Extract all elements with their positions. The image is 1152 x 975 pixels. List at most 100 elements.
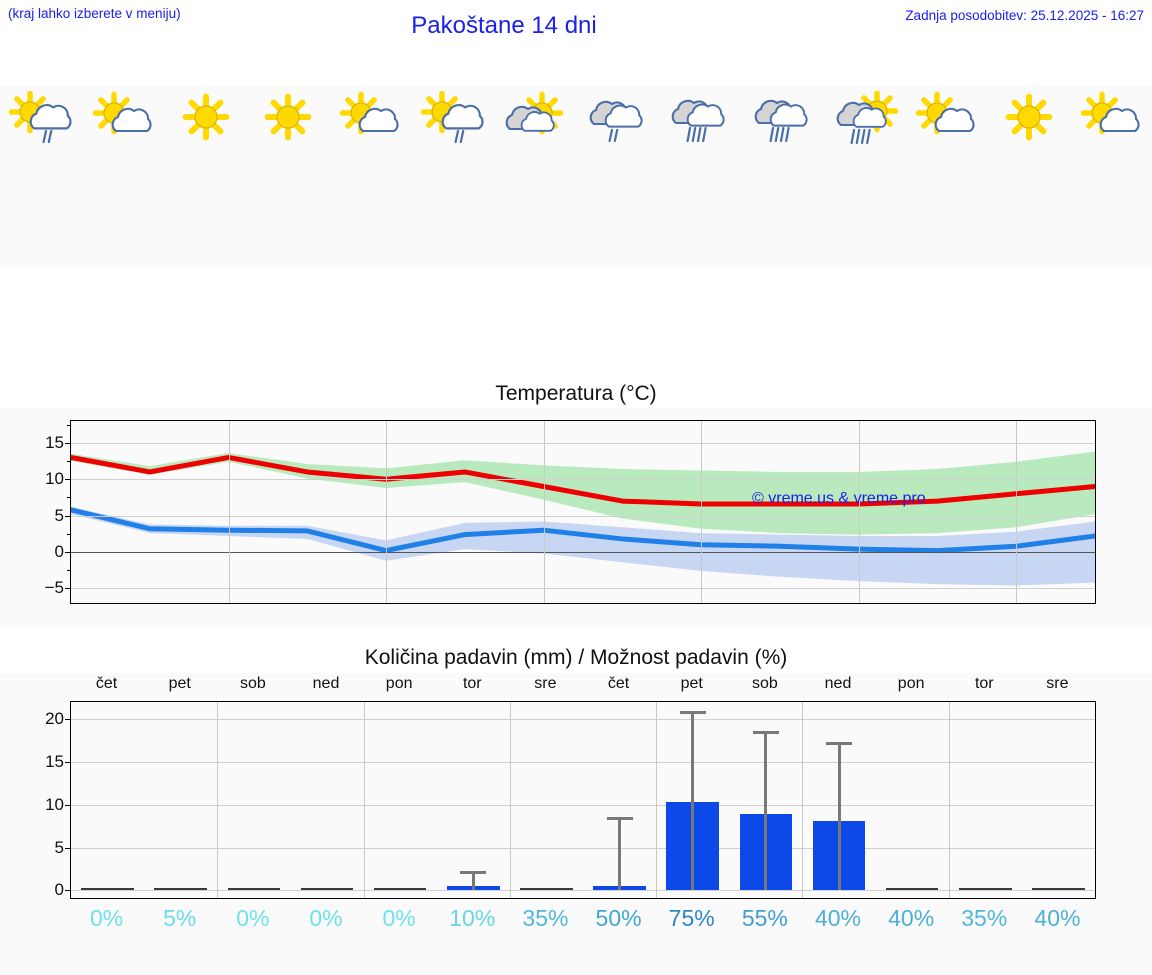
sun-cloud-icon: [333, 91, 407, 145]
cloud-rain-icon: [745, 91, 819, 145]
day-column[interactable]: [658, 86, 740, 268]
day-column[interactable]: [247, 86, 329, 268]
precipitation-error-bar: [764, 731, 768, 891]
precipitation-y-tick-mark: [65, 847, 71, 849]
day-column[interactable]: [329, 86, 411, 268]
day-column[interactable]: [165, 86, 247, 268]
precipitation-day-label: ned: [312, 675, 340, 692]
sun-cloud-rain-heavy-icon: [827, 89, 901, 145]
precipitation-probability-label: 40%: [888, 905, 935, 931]
sun-icon: [992, 91, 1066, 145]
precipitation-bar[interactable]: [81, 888, 134, 891]
precipitation-plot-area: 20 15 10 5 0: [45, 701, 1096, 899]
precipitation-bar[interactable]: [300, 888, 354, 891]
temperature-vertical-gridline: [701, 421, 703, 603]
precipitation-bar[interactable]: [227, 888, 281, 891]
precipitation-vertical-gridline: [363, 702, 365, 898]
precipitation-probability-label: 40%: [814, 905, 862, 931]
precipitation-error-bar-cap: [826, 742, 852, 746]
day-column[interactable]: [1070, 86, 1152, 268]
temperature-y-tick-label: 5: [54, 505, 64, 525]
temperature-y-minor-tick: [67, 497, 71, 499]
precipitation-error-bar: [471, 871, 475, 891]
precipitation-bar[interactable]: [154, 888, 208, 891]
day-column[interactable]: [741, 86, 823, 268]
precipitation-bar[interactable]: [1032, 888, 1085, 891]
last-updated-text: Zadnja posodobitev: 25.12.2025 - 16:27: [905, 8, 1144, 23]
temperature-chart-panel: Temperatura (°C) 15 10 5 0 −5 © vreme.us & v…: [0, 380, 1152, 628]
precipitation-probability-label: 55%: [741, 905, 788, 931]
precipitation-day-label: pon: [897, 675, 925, 692]
precipitation-bar[interactable]: [885, 888, 939, 891]
temperature-gridline: [71, 515, 1095, 517]
precipitation-error-bar-cap: [460, 871, 487, 875]
precipitation-day-label: čet: [95, 675, 118, 692]
temperature-gridline: [71, 552, 1095, 554]
sun-cloud-icon: [909, 91, 983, 145]
day-column[interactable]: [411, 86, 493, 268]
temperature-y-tick-label: 10: [45, 469, 64, 489]
precipitation-vertical-gridline: [802, 702, 804, 898]
temperature-vertical-gridline: [543, 421, 545, 603]
precipitation-day-label: čet: [607, 675, 630, 692]
precipitation-probability-row: 0% 5% 0% 0% 0% 10% 35% 50% 75% 55% 40% 40% 35% 40%: [0, 898, 1152, 932]
page-header: (kraj lahko izberete v meniju) Pakoštane…: [0, 0, 1152, 78]
day-column[interactable]: [987, 86, 1069, 268]
temperature-gridline: [71, 479, 1095, 481]
cloud-rain-light-icon: [580, 91, 654, 145]
precipitation-bar[interactable]: [958, 888, 1012, 891]
precipitation-gridline: [71, 804, 1095, 806]
precipitation-vertical-gridline: [509, 702, 511, 898]
precipitation-y-tick-mark: [65, 804, 71, 806]
day-column[interactable]: [823, 86, 905, 268]
precipitation-gridline: [71, 890, 1095, 892]
precipitation-error-bar-cap: [679, 711, 706, 715]
temperature-vertical-gridline: [858, 421, 860, 603]
precipitation-vertical-gridline: [948, 702, 950, 898]
precipitation-probability-label: 10%: [449, 905, 496, 931]
temperature-series-svg: [71, 451, 1095, 586]
precipitation-day-label: sob: [239, 675, 266, 692]
temperature-vertical-gridline: [386, 421, 388, 603]
precipitation-chart-panel: Količina padavin (mm) / Možnost padavin …: [0, 643, 1152, 975]
day-column[interactable]: [494, 86, 576, 268]
precipitation-error-bar-cap: [606, 816, 633, 820]
cloud-sun-icon: [498, 91, 572, 145]
temperature-y-minor-tick: [67, 461, 71, 463]
sun-cloud-icon: [1074, 91, 1148, 145]
precipitation-error-bar-cap: [752, 731, 779, 735]
precipitation-day-label: pet: [680, 675, 703, 692]
precipitation-error-bar: [837, 742, 841, 891]
temperature-y-minor-tick: [67, 533, 71, 535]
precipitation-gridline: [71, 847, 1095, 849]
precipitation-y-tick-mark: [65, 890, 71, 892]
precipitation-gridline: [71, 761, 1095, 763]
precipitation-y-tick-label: 10: [45, 794, 64, 814]
temperature-chart-title: Temperatura (°C): [0, 380, 1152, 408]
temperature-plot-area: 15 10 5 0 −5: [45, 420, 1096, 604]
day-column[interactable]: [82, 86, 164, 268]
temperature-y-tick-label: 0: [54, 542, 64, 562]
temperature-y-tick-mark: [65, 515, 71, 517]
day-column[interactable]: [0, 86, 82, 268]
precipitation-probability-label: 0%: [309, 905, 343, 931]
temperature-y-tick-mark: [65, 588, 71, 590]
day-column[interactable]: [576, 86, 658, 268]
precipitation-y-tick-label: 5: [54, 837, 64, 857]
day-column[interactable]: [905, 86, 987, 268]
sun-icon: [251, 91, 325, 145]
precipitation-day-label: pon: [385, 675, 413, 692]
temperature-vertical-gridline: [1016, 421, 1018, 603]
precipitation-bar[interactable]: [373, 888, 427, 891]
precipitation-error-bar: [618, 816, 622, 891]
precipitation-probability-label: 0%: [236, 905, 270, 931]
temperature-y-tick-mark: [65, 479, 71, 481]
temperature-vertical-gridline: [228, 421, 230, 603]
daily-forecast-strip: [0, 86, 1152, 268]
precipitation-bar[interactable]: [520, 888, 573, 891]
precipitation-y-tick-mark: [65, 719, 71, 721]
precipitation-day-label: sob: [751, 675, 778, 692]
page-title: Pakoštane 14 dni: [411, 12, 597, 39]
temperature-y-minor-tick: [67, 424, 71, 426]
precipitation-day-label: pet: [168, 675, 191, 692]
